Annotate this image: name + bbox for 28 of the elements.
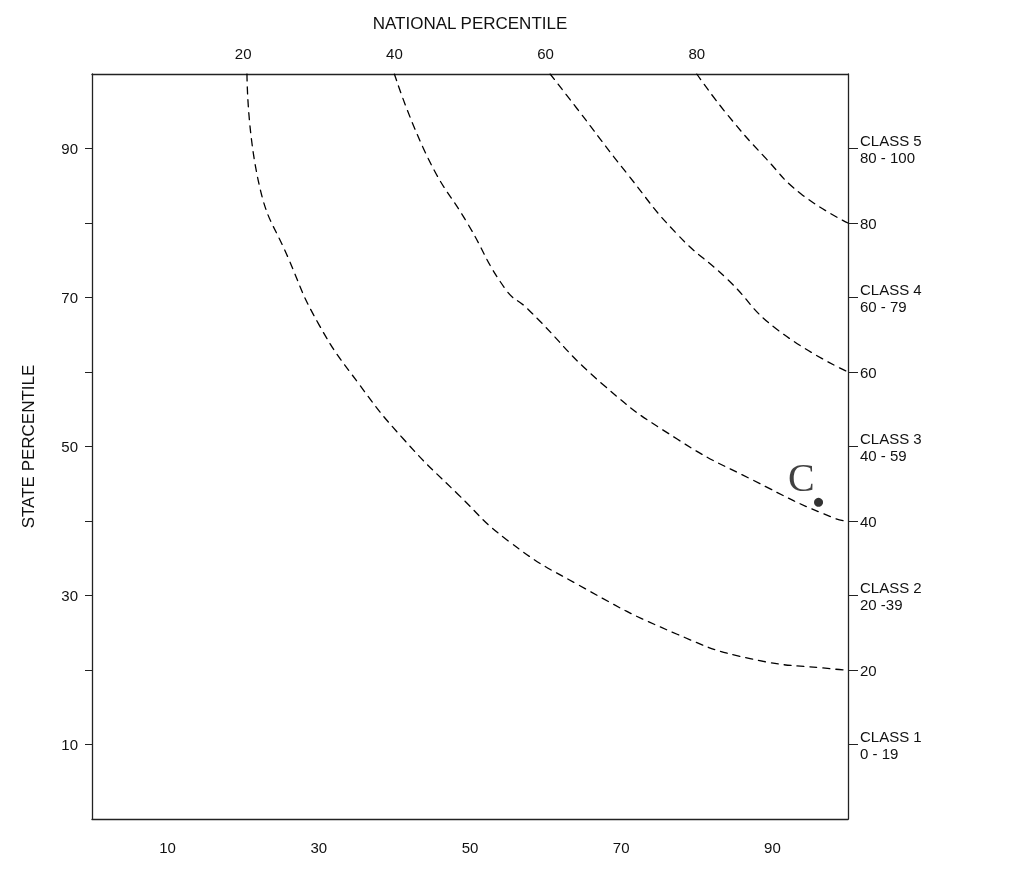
- y-tick-label: 70: [61, 289, 78, 306]
- x-tick-label: 90: [764, 839, 781, 856]
- y2-tick-label: CLASS 3 40 - 59: [860, 429, 922, 464]
- line-series: [696, 73, 849, 224]
- x2-tick-label: 20: [234, 45, 252, 62]
- y2-tick-label: 20: [860, 661, 877, 679]
- y-tick-label: 90: [61, 140, 78, 157]
- y-tick-label: 10: [61, 736, 78, 753]
- line-series: [549, 73, 849, 373]
- x-tick-label: 70: [612, 839, 630, 856]
- x-tick-label: 30: [310, 839, 328, 856]
- y-axis-title: STATE PERCENTILE: [19, 364, 38, 529]
- x2-tick-label: 60: [537, 45, 554, 62]
- x-tick-label: 50: [461, 839, 479, 856]
- y2-tick-label: CLASS 2 20 -39: [860, 578, 922, 613]
- y2-tick-label: 60: [860, 363, 877, 381]
- x2-tick-label: 40: [386, 45, 403, 62]
- annotation: C: [788, 455, 815, 501]
- y2-tick-label: CLASS 5 80 - 100: [860, 131, 922, 166]
- y-tick-label: 30: [61, 587, 78, 604]
- y2-tick-label: 40: [860, 512, 877, 530]
- y-tick-label: 50: [61, 438, 78, 455]
- y2-tick-label: CLASS 4 60 - 79: [860, 280, 922, 315]
- x2-tick-label: 80: [688, 45, 706, 62]
- x-tick-label: 10: [159, 839, 176, 856]
- y2-tick-label: 80: [860, 214, 877, 232]
- y2-tick-label: CLASS 1 0 - 19: [860, 727, 922, 762]
- x2-axis-title: NATIONAL PERCENTILE: [372, 14, 568, 33]
